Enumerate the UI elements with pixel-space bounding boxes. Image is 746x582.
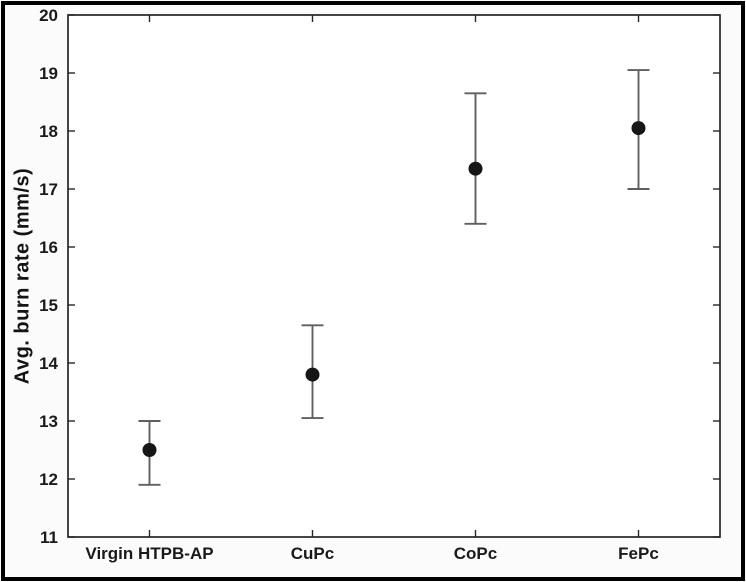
data-point-marker [468, 161, 483, 176]
error-bar-group [138, 420, 161, 486]
x-axis: Virgin HTPB-AP CuPc CoPc FePc [85, 15, 659, 563]
y-axis-label: Avg. burn rate (mm/s) [11, 167, 34, 385]
data-point-marker [631, 121, 646, 136]
y-tick-label: 11 [40, 528, 58, 547]
y-tick-label: 18 [39, 122, 58, 141]
y-tick-label: 17 [39, 180, 58, 199]
error-bar-group [627, 69, 650, 190]
x-category-label: CuPc [291, 544, 334, 563]
y-tick-label: 20 [39, 6, 58, 25]
y-axis: 11 12 13 14 15 16 17 18 19 20 [39, 6, 720, 547]
y-tick-label: 14 [39, 354, 58, 373]
x-category-label: Virgin HTPB-AP [85, 544, 213, 563]
x-category-label: CoPc [454, 544, 497, 563]
x-category-label: FePc [618, 544, 659, 563]
data-point-marker [305, 367, 320, 382]
error-bar-group [464, 92, 487, 225]
y-tick-label: 12 [39, 470, 58, 489]
y-tick-label: 19 [39, 64, 58, 83]
data-point-marker [142, 443, 157, 457]
error-bar-group [301, 324, 324, 420]
y-tick-label: 15 [39, 296, 58, 315]
plot-box [67, 14, 721, 538]
y-tick-label: 16 [39, 238, 58, 257]
y-tick-label: 13 [39, 412, 58, 431]
